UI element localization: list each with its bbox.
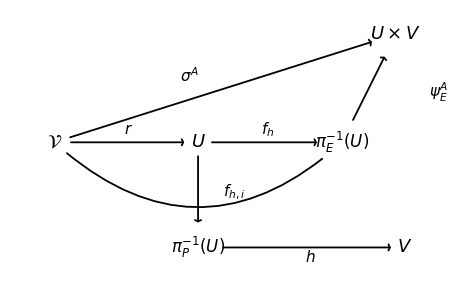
Text: $f_{h,i}$: $f_{h,i}$ xyxy=(223,182,245,202)
Text: $r$: $r$ xyxy=(124,123,133,136)
Text: $\psi_E^A$: $\psi_E^A$ xyxy=(430,81,449,104)
FancyArrowPatch shape xyxy=(67,153,322,207)
Text: $\pi_E^{-1}(U)$: $\pi_E^{-1}(U)$ xyxy=(314,130,369,155)
Text: $\sigma^A$: $\sigma^A$ xyxy=(180,66,198,85)
Text: $h$: $h$ xyxy=(305,250,316,266)
Text: $V$: $V$ xyxy=(397,239,412,256)
Text: $\pi_P^{-1}(U)$: $\pi_P^{-1}(U)$ xyxy=(171,235,225,260)
Text: $f_h$: $f_h$ xyxy=(261,120,274,139)
Text: $U \times V$: $U \times V$ xyxy=(371,25,421,43)
Text: $\mathcal{V}$: $\mathcal{V}$ xyxy=(47,133,62,151)
Text: $U$: $U$ xyxy=(190,133,205,151)
